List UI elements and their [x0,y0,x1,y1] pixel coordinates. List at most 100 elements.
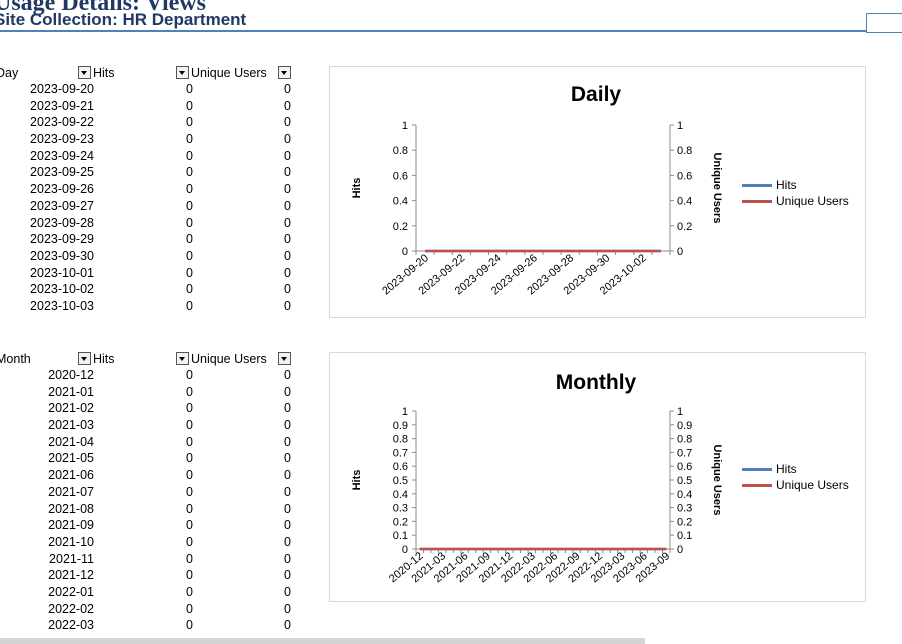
table-row: 2023-09-20 0 0 [0,82,306,99]
y2-tick-label: 0 [677,246,683,258]
cell-hits: 0 [186,534,193,549]
cell-unique-users: 0 [284,451,291,466]
cell-unique-users: 0 [284,282,291,297]
column-header-unique-users-filter[interactable] [278,352,293,366]
cell-unique-users: 0 [284,601,291,616]
cell-hits: 0 [186,551,193,566]
table-row: 2021-02 0 0 [0,401,306,418]
cell-unique-users: 0 [284,384,291,399]
y-tick-label: 0.6 [393,461,408,473]
cell-hits: 0 [186,115,193,130]
page-title: Usage Details: Views [0,0,206,16]
cell-unique-users: 0 [284,401,291,416]
cell-hits: 0 [186,232,193,247]
cell-date: 2021-01 [48,384,94,399]
horizontal-scrollbar[interactable] [0,638,645,644]
y-tick-label: 0.2 [393,516,408,528]
cell-unique-users: 0 [284,618,291,633]
column-header-day-label: Day [0,66,19,80]
y-tick-label: 0.4 [393,196,408,208]
chevron-down-icon[interactable] [78,352,91,365]
table-row: 2023-10-02 0 0 [0,282,306,299]
cell-unique-users: 0 [284,468,291,483]
cell-unique-users: 0 [284,115,291,130]
cell-unique-users: 0 [284,418,291,433]
y-tick-label: 0.2 [393,221,408,233]
y-tick-label: 0 [402,246,408,258]
cell-date: 2023-09-26 [30,182,94,197]
y2-tick-label: 0.4 [677,489,692,501]
table-row: 2021-05 0 0 [0,451,306,468]
cell-unique-users: 0 [284,148,291,163]
cell-hits: 0 [186,568,193,583]
column-header-unique-users[interactable]: Unique Users [176,66,267,80]
cell-hits: 0 [186,265,193,280]
table-row: 2023-09-27 0 0 [0,199,306,216]
cell-date: 2021-10 [48,534,94,549]
y2-tick-label: 0.9 [677,420,692,432]
y2-tick-label: 0.3 [677,503,692,515]
cell-date: 2021-04 [48,434,94,449]
cell-unique-users: 0 [284,551,291,566]
monthly-table-body: 2020-12 0 0 2021-01 0 0 2021-02 0 0 2021-03 0 0 2021… [0,368,306,635]
y-tick-label: 0.8 [393,145,408,157]
cell-hits: 0 [186,132,193,147]
table-row: 2021-12 0 0 [0,568,306,585]
legend-label-unique-users: Unique Users [776,478,849,492]
column-header-day[interactable]: Day [0,66,18,80]
cell-unique-users: 0 [284,182,291,197]
cell-unique-users: 0 [284,198,291,213]
cell-hits: 0 [186,82,193,96]
y2-tick-label: 0.4 [677,196,692,208]
chart-title: Daily [571,83,622,106]
chevron-down-icon[interactable] [278,66,291,79]
column-header-month[interactable]: Month [0,352,31,366]
header-divider [0,30,866,32]
cell-date: 2021-05 [48,451,94,466]
y2-tick-label: 0 [677,544,683,556]
cell-unique-users: 0 [284,82,291,96]
cell-unique-users: 0 [284,298,291,313]
column-header-unique-users-label: Unique Users [191,66,267,80]
monthly-chart[interactable]: Monthly 0 0.1 0.2 0.3 0.4 0.5 0.6 0.7 0.8 0.9 1 0 0.1… [329,352,866,602]
y-tick-label: 1 [402,120,408,132]
legend-swatch-hits [742,467,772,471]
cell-date: 2021-07 [48,484,94,499]
chevron-down-icon[interactable] [176,352,189,365]
cell-date: 2023-09-23 [30,132,94,147]
chevron-down-icon[interactable] [176,66,189,79]
legend-swatch-unique-users [742,483,772,487]
cell-date: 2023-09-25 [30,165,94,180]
cell-hits: 0 [186,518,193,533]
chevron-down-icon[interactable] [78,66,91,79]
cell-unique-users: 0 [284,534,291,549]
cell-hits: 0 [186,618,193,633]
y-tick-label: 0.7 [393,447,408,459]
table-row: 2023-09-28 0 0 [0,216,306,233]
cell-date: 2023-09-24 [30,148,94,163]
daily-chart[interactable]: Daily 0 0.2 0.4 0.6 0.8 1 0 0.2 0.4 0.6 0.8 1 2023-09… [329,66,866,318]
table-row: 2023-10-01 0 0 [0,266,306,283]
cell-date: 2020-12 [48,368,94,382]
y-tick-label: 0.6 [393,170,408,182]
cell-date: 2022-03 [48,618,94,633]
cell-unique-users: 0 [284,132,291,147]
chevron-down-icon[interactable] [278,352,291,365]
y-axis-title: Hits [351,178,363,199]
header-box[interactable] [866,13,902,33]
cell-date: 2023-10-01 [30,265,94,280]
table-row: 2022-02 0 0 [0,602,306,619]
column-header-hits[interactable]: Hits [78,66,115,80]
table-row: 2021-04 0 0 [0,435,306,452]
cell-date: 2023-09-22 [30,115,94,130]
column-header-hits-label: Hits [93,66,115,80]
table-row: 2023-09-22 0 0 [0,115,306,132]
cell-hits: 0 [186,451,193,466]
column-header-unique-users[interactable]: Unique Users [176,352,267,366]
legend-item-hits: Hits [742,461,849,477]
column-header-hits[interactable]: Hits [78,352,115,366]
column-header-month-label: Month [0,352,31,366]
cell-unique-users: 0 [284,165,291,180]
y2-tick-label: 1 [677,120,683,132]
column-header-unique-users-filter[interactable] [278,66,293,80]
